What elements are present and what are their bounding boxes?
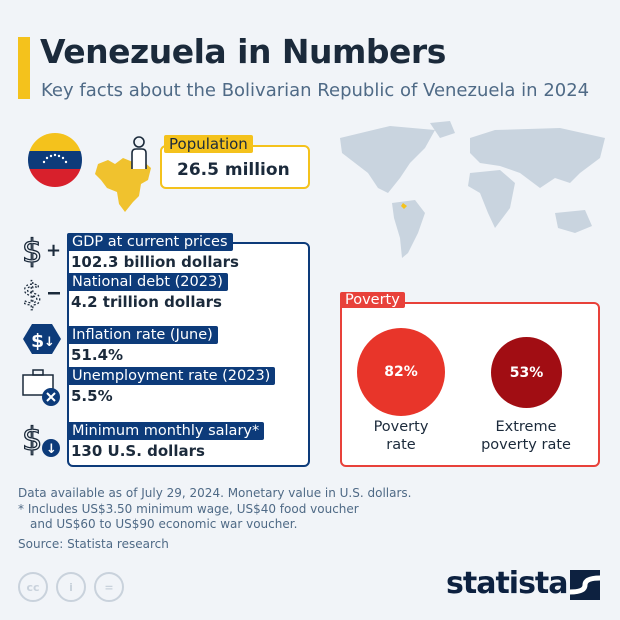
page-subtitle: Key facts about the Bolivarian Republic … — [41, 80, 590, 101]
unemployment-value: 5.5% — [71, 387, 113, 405]
venezuela-highlight — [401, 203, 407, 209]
dollar-minus-icon: $ — [21, 275, 60, 311]
cc-license-icon[interactable]: cc — [18, 572, 48, 602]
poverty-rate-circle: 82% — [357, 328, 445, 416]
dollar-down-icon: $ ↓ — [21, 420, 60, 459]
svg-text:$: $ — [22, 232, 42, 268]
statista-logo[interactable]: statista — [446, 566, 569, 601]
svg-text:$: $ — [22, 420, 42, 458]
population-label: Population — [164, 135, 253, 153]
extreme-poverty-label-2: poverty rate — [481, 437, 571, 453]
minimum-salary-label: Minimum monthly salary* — [67, 422, 265, 440]
source-text: Source: Statista research — [18, 537, 169, 551]
extreme-poverty-label-1: Extreme — [495, 419, 557, 435]
svg-text:$: $ — [22, 275, 42, 311]
national-debt-value: 4.2 trillion dollars — [71, 293, 222, 311]
extreme-poverty-rate-circle: 53% — [491, 337, 562, 408]
no-derivatives-icon[interactable]: = — [94, 572, 124, 602]
poverty-rate-label-1: Poverty — [373, 419, 429, 435]
briefcase-x-icon — [22, 369, 60, 406]
svg-text:↓: ↓ — [46, 442, 57, 457]
venezuela-flag-icon — [28, 133, 82, 187]
title-accent-bar — [18, 37, 30, 99]
venezuela-map-icon — [95, 158, 151, 212]
minimum-salary-value: 130 U.S. dollars — [71, 442, 205, 460]
svg-text:+: + — [46, 240, 61, 261]
unemployment-label: Unemployment rate (2023) — [67, 367, 276, 385]
statista-logo-mark-icon — [570, 570, 600, 600]
svg-text:↓: ↓ — [44, 335, 55, 350]
inflation-label: Inflation rate (June) — [67, 326, 218, 344]
person-icon — [131, 136, 147, 169]
svg-text:$: $ — [31, 330, 44, 352]
footnote-asterisk-cont: and US$60 to US$90 economic war voucher. — [30, 517, 298, 531]
poverty-label: Poverty — [340, 292, 405, 308]
poverty-rate-label-2: rate — [386, 437, 416, 453]
dollar-down-badge-icon: $ ↓ — [23, 324, 61, 354]
gdp-label: GDP at current prices — [67, 233, 233, 251]
footnote-data: Data available as of July 29, 2024. Mone… — [18, 486, 412, 500]
population-value: 26.5 million — [177, 160, 290, 180]
attribution-icon[interactable]: i — [56, 572, 86, 602]
national-debt-label: National debt (2023) — [67, 273, 228, 291]
gdp-value: 102.3 billion dollars — [71, 253, 239, 271]
dollar-plus-icon: $ + — [21, 232, 61, 268]
footnote-asterisk: * Includes US$3.50 minimum wage, US$40 f… — [18, 502, 359, 516]
inflation-value: 51.4% — [71, 346, 124, 364]
world-map — [340, 121, 605, 258]
page-title: Venezuela in Numbers — [40, 32, 446, 71]
